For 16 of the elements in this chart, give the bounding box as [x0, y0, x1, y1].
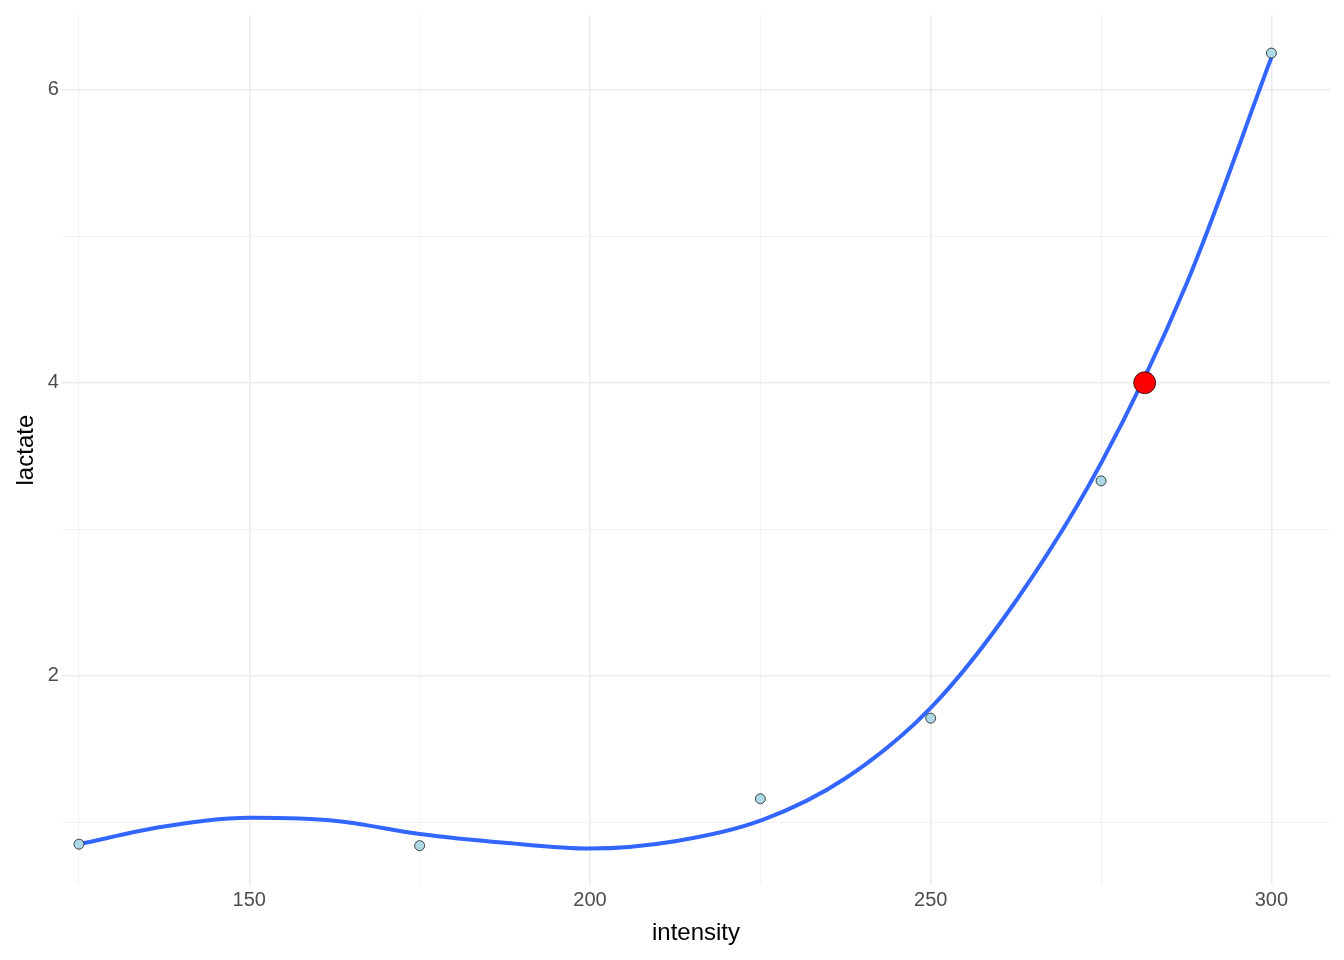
point: [925, 712, 937, 724]
x-tick-label: 300: [1254, 887, 1289, 910]
point: [73, 838, 85, 850]
y-tick-label: 2: [47, 663, 59, 686]
x-tick-label: 250: [914, 887, 948, 910]
x-tick-label: 200: [573, 887, 607, 910]
point: [1133, 371, 1157, 395]
point: [414, 840, 426, 851]
y-tick-label: 4: [47, 370, 59, 393]
point: [1095, 475, 1107, 487]
point: [1266, 47, 1277, 59]
y-axis-title: lactate: [11, 414, 39, 486]
x-tick-label: 150: [232, 887, 266, 910]
point: [755, 793, 766, 805]
y-tick-label: 6: [47, 77, 59, 100]
x-axis-title: intensity: [651, 918, 740, 946]
